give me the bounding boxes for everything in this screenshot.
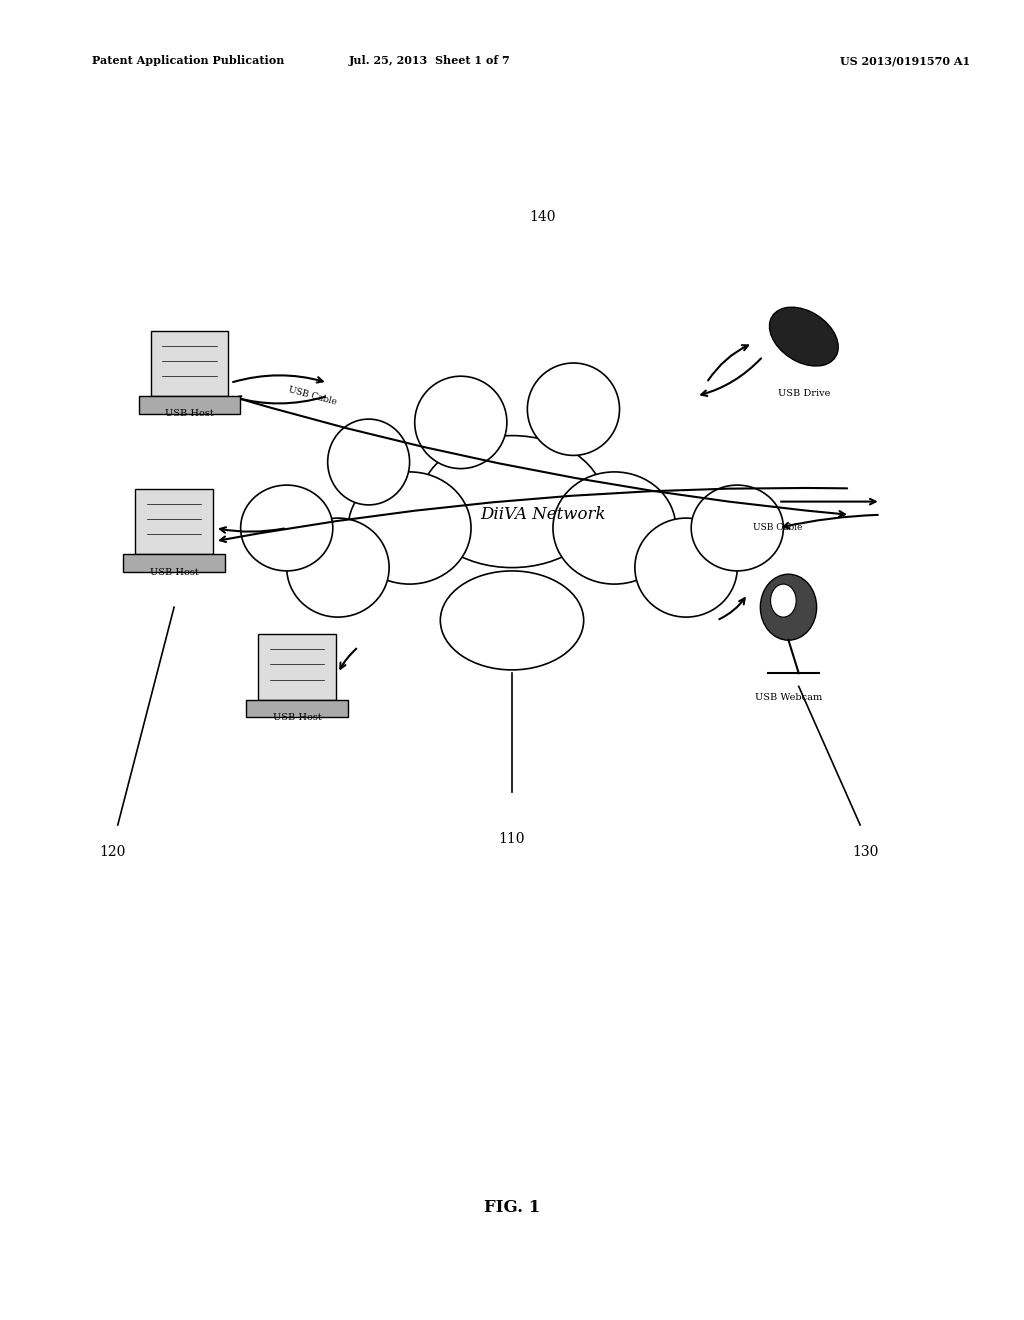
FancyBboxPatch shape <box>124 554 224 572</box>
Text: 140: 140 <box>529 210 556 224</box>
Text: US 2013/0191570 A1: US 2013/0191570 A1 <box>840 55 970 66</box>
Ellipse shape <box>328 420 410 506</box>
Ellipse shape <box>553 471 676 583</box>
Text: Patent Application Publication: Patent Application Publication <box>92 55 285 66</box>
Text: USB Drive: USB Drive <box>777 389 830 399</box>
Text: Jul. 25, 2013  Sheet 1 of 7: Jul. 25, 2013 Sheet 1 of 7 <box>349 55 511 66</box>
Ellipse shape <box>691 486 783 570</box>
Text: USB Cable: USB Cable <box>753 524 802 532</box>
Ellipse shape <box>348 471 471 583</box>
FancyBboxPatch shape <box>258 635 336 700</box>
FancyBboxPatch shape <box>247 700 347 717</box>
FancyBboxPatch shape <box>139 396 240 413</box>
Text: USB Cable: USB Cable <box>288 385 337 407</box>
Text: USB Host: USB Host <box>165 409 214 418</box>
Ellipse shape <box>241 486 333 570</box>
FancyBboxPatch shape <box>151 331 228 396</box>
Text: USB Host: USB Host <box>150 568 199 577</box>
Ellipse shape <box>440 570 584 671</box>
Text: 130: 130 <box>852 845 879 859</box>
Text: 110: 110 <box>499 832 525 846</box>
Ellipse shape <box>769 308 839 366</box>
Ellipse shape <box>760 574 817 640</box>
Text: USB Host: USB Host <box>272 713 322 722</box>
Text: 120: 120 <box>99 845 126 859</box>
Text: DiiVA Network: DiiVA Network <box>480 507 605 523</box>
Ellipse shape <box>527 363 620 455</box>
Ellipse shape <box>415 376 507 469</box>
Text: USB Webcam: USB Webcam <box>755 693 822 702</box>
Ellipse shape <box>287 519 389 618</box>
Ellipse shape <box>635 519 737 618</box>
Ellipse shape <box>420 436 604 568</box>
Text: FIG. 1: FIG. 1 <box>484 1200 540 1216</box>
Ellipse shape <box>770 583 797 616</box>
FancyBboxPatch shape <box>135 490 213 554</box>
